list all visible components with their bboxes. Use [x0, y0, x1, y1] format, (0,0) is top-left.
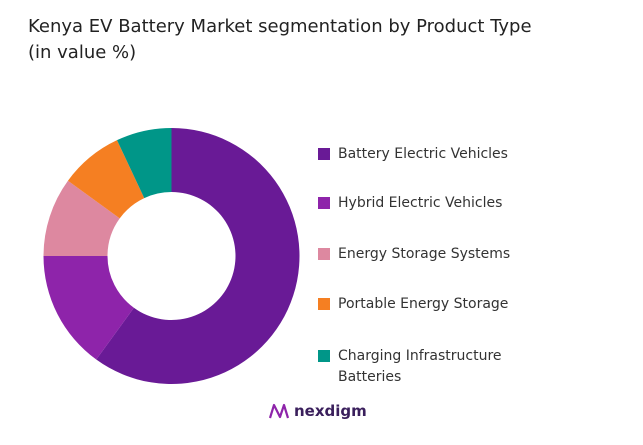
- nexdigm-logo: nexdigm: [268, 402, 367, 420]
- legend-label: Battery Electric Vehicles: [338, 144, 508, 165]
- legend-label-line: Energy Storage Systems: [338, 246, 511, 262]
- logo-text: nexdigm: [294, 402, 367, 420]
- donut-slice-1: [96, 128, 300, 385]
- legend-label-line: Portable Energy Storage: [338, 296, 509, 312]
- donut-slice-2: [43, 256, 134, 360]
- legend-swatch: [318, 248, 330, 260]
- legend-label: Portable Energy Storage: [338, 294, 508, 315]
- legend-label: Charging Infrastructure Batteries: [338, 346, 502, 388]
- logo-mark-icon: [268, 403, 290, 419]
- legend-item: Portable Energy Storage: [318, 294, 618, 315]
- legend-label-line: Hybrid Electric Vehicles: [338, 195, 503, 211]
- legend-label-line: Charging Infrastructure: [338, 348, 502, 364]
- donut-slice-4: [67, 140, 145, 219]
- donut-slice-5: [117, 128, 172, 199]
- legend-swatch: [318, 148, 330, 160]
- donut-slice-3: [43, 180, 120, 256]
- legend-swatch: [318, 197, 330, 209]
- chart-title: Kenya EV Battery Market segmentation by …: [28, 14, 532, 66]
- legend-label: Hybrid Electric Vehicles: [338, 193, 502, 214]
- title-line-1: Kenya EV Battery Market segmentation by …: [28, 16, 532, 37]
- legend-swatch: [318, 350, 330, 362]
- legend-label-line: Batteries: [338, 369, 402, 385]
- legend-item: Battery Electric Vehicles: [318, 144, 618, 165]
- title-line-2: (in value %): [28, 42, 137, 63]
- legend-label-line: Battery Electric Vehicles: [338, 146, 508, 162]
- legend-item: Hybrid Electric Vehicles: [318, 193, 618, 214]
- legend-swatch: [318, 298, 330, 310]
- legend-item: Energy Storage Systems: [318, 244, 618, 265]
- legend-item: Charging Infrastructure Batteries: [318, 346, 618, 388]
- legend-label: Energy Storage Systems: [338, 244, 510, 265]
